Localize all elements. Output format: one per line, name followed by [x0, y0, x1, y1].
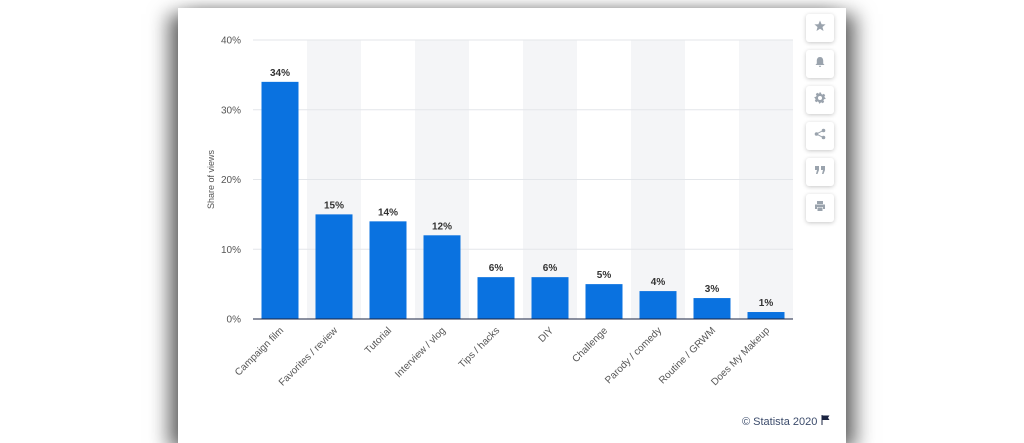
bar[interactable] — [639, 291, 677, 319]
data-label: 34% — [270, 68, 290, 79]
y-axis-ticks: 0% 10% 20% 30% 40% — [221, 36, 241, 326]
bar[interactable] — [261, 81, 299, 319]
star-icon — [814, 19, 826, 37]
data-label: 3% — [705, 284, 720, 295]
y-tick-label: 0% — [227, 315, 242, 326]
x-tick-label: DIY — [537, 325, 557, 345]
bar[interactable] — [747, 312, 785, 319]
bell-icon — [814, 55, 826, 73]
x-tick-label: Interview / vlog — [393, 325, 448, 380]
favorite-button[interactable] — [806, 14, 834, 42]
gear-icon — [814, 91, 826, 109]
bar[interactable] — [585, 284, 623, 319]
statista-credit-link[interactable]: © Statista 2020 — [742, 415, 818, 428]
y-tick-label: 20% — [221, 175, 241, 186]
bar[interactable] — [693, 298, 731, 319]
data-labels: 34% 15% 14% 12% 6% 6% 5% 4% 3% 1% — [270, 68, 773, 309]
data-label: 5% — [597, 270, 612, 281]
print-button[interactable] — [806, 194, 834, 222]
x-tick-label: Challenge — [570, 325, 610, 365]
y-tick-label: 30% — [221, 105, 241, 116]
footer: © Statista 2020 — [742, 415, 830, 428]
bars — [261, 81, 785, 319]
cite-button[interactable] — [806, 158, 834, 186]
bar[interactable] — [369, 221, 407, 319]
bar[interactable] — [423, 235, 461, 319]
bar[interactable] — [477, 277, 515, 319]
notification-button[interactable] — [806, 50, 834, 78]
data-label: 6% — [489, 263, 504, 274]
x-tick-label: Does My Makeup — [709, 325, 772, 388]
toolbar — [806, 14, 836, 230]
settings-button[interactable] — [806, 86, 834, 114]
quote-icon — [814, 163, 826, 181]
data-label: 15% — [324, 200, 344, 211]
x-tick-label: Tutorial — [363, 325, 394, 356]
data-label: 6% — [543, 263, 558, 274]
flag-icon — [821, 415, 830, 428]
y-tick-label: 10% — [221, 245, 241, 256]
data-label: 14% — [378, 207, 398, 218]
bar[interactable] — [315, 214, 353, 319]
share-button[interactable] — [806, 122, 834, 150]
bar[interactable] — [531, 277, 569, 319]
x-tick-label: Favorites / review — [277, 325, 341, 389]
data-label: 4% — [651, 277, 666, 288]
x-tick-label: Tips / hacks — [457, 325, 502, 370]
x-tick-label: Campaign film — [233, 325, 286, 378]
y-tick-label: 40% — [221, 36, 241, 47]
x-tick-label: Routine / GRWM — [657, 325, 718, 386]
share-icon — [814, 127, 826, 145]
print-icon — [814, 199, 826, 217]
x-tick-label: Parody / comedy — [603, 325, 664, 386]
data-label: 12% — [432, 221, 452, 232]
data-label: 1% — [759, 298, 774, 309]
y-axis-title: Share of views — [206, 149, 216, 209]
